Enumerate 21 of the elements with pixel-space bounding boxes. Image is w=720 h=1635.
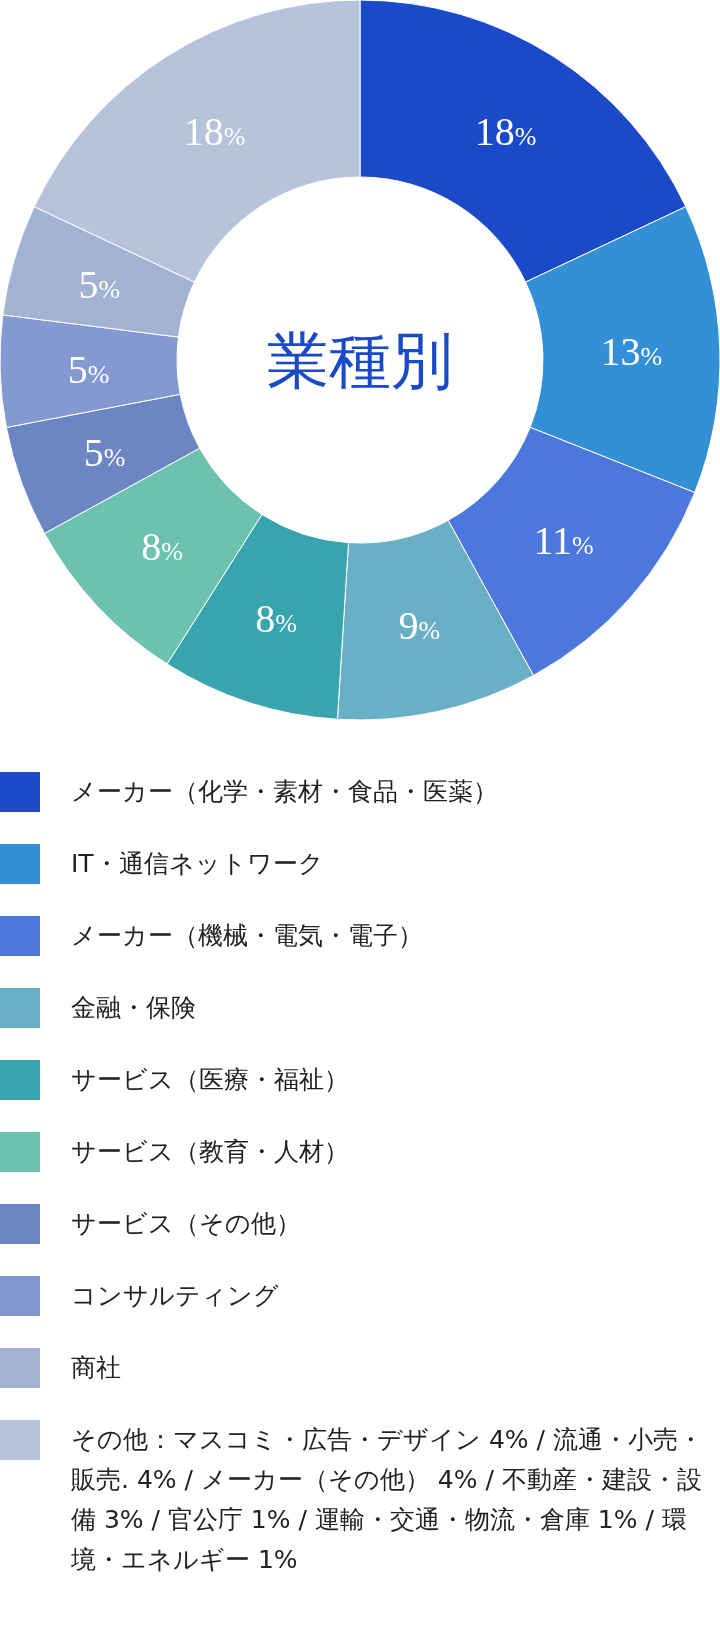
legend-label: サービス（教育・人材） [71,1136,350,1168]
legend-label: サービス（その他） [71,1208,302,1240]
data-label: 11% [533,517,594,563]
legend-label: サービス（医療・福祉） [71,1064,350,1096]
legend-label: メーカー（化学・素材・食品・医薬） [71,776,499,808]
legend-label: 金融・保険 [71,992,197,1024]
data-label: 5% [67,346,110,392]
legend-label: 商社 [71,1352,122,1384]
data-label: 5% [83,429,126,475]
data-label: 13% [600,329,663,375]
legend-label: コンサルティング [71,1280,280,1312]
legend-label: その他：マスコミ・広告・デザイン 4% / 流通・小売・販売. 4% / メーカー（その他） 4% / 不動産・建設・設備 3% / 官公庁 1% / 運輸・交通・物流・倉庫 1% / 環境・エネルギー 1% [71,1424,704,1576]
legend-label: メーカー（機械・電気・電子） [71,920,424,952]
data-label: 18% [183,108,246,154]
data-label: 5% [78,262,121,308]
data-label: 8% [255,596,297,642]
legend-label: IT・通信ネットワーク [71,848,325,880]
text: 業種別 [267,324,453,397]
data-label: 9% [398,602,441,648]
data-label: 8% [141,523,183,569]
data-label: 18% [474,108,537,154]
